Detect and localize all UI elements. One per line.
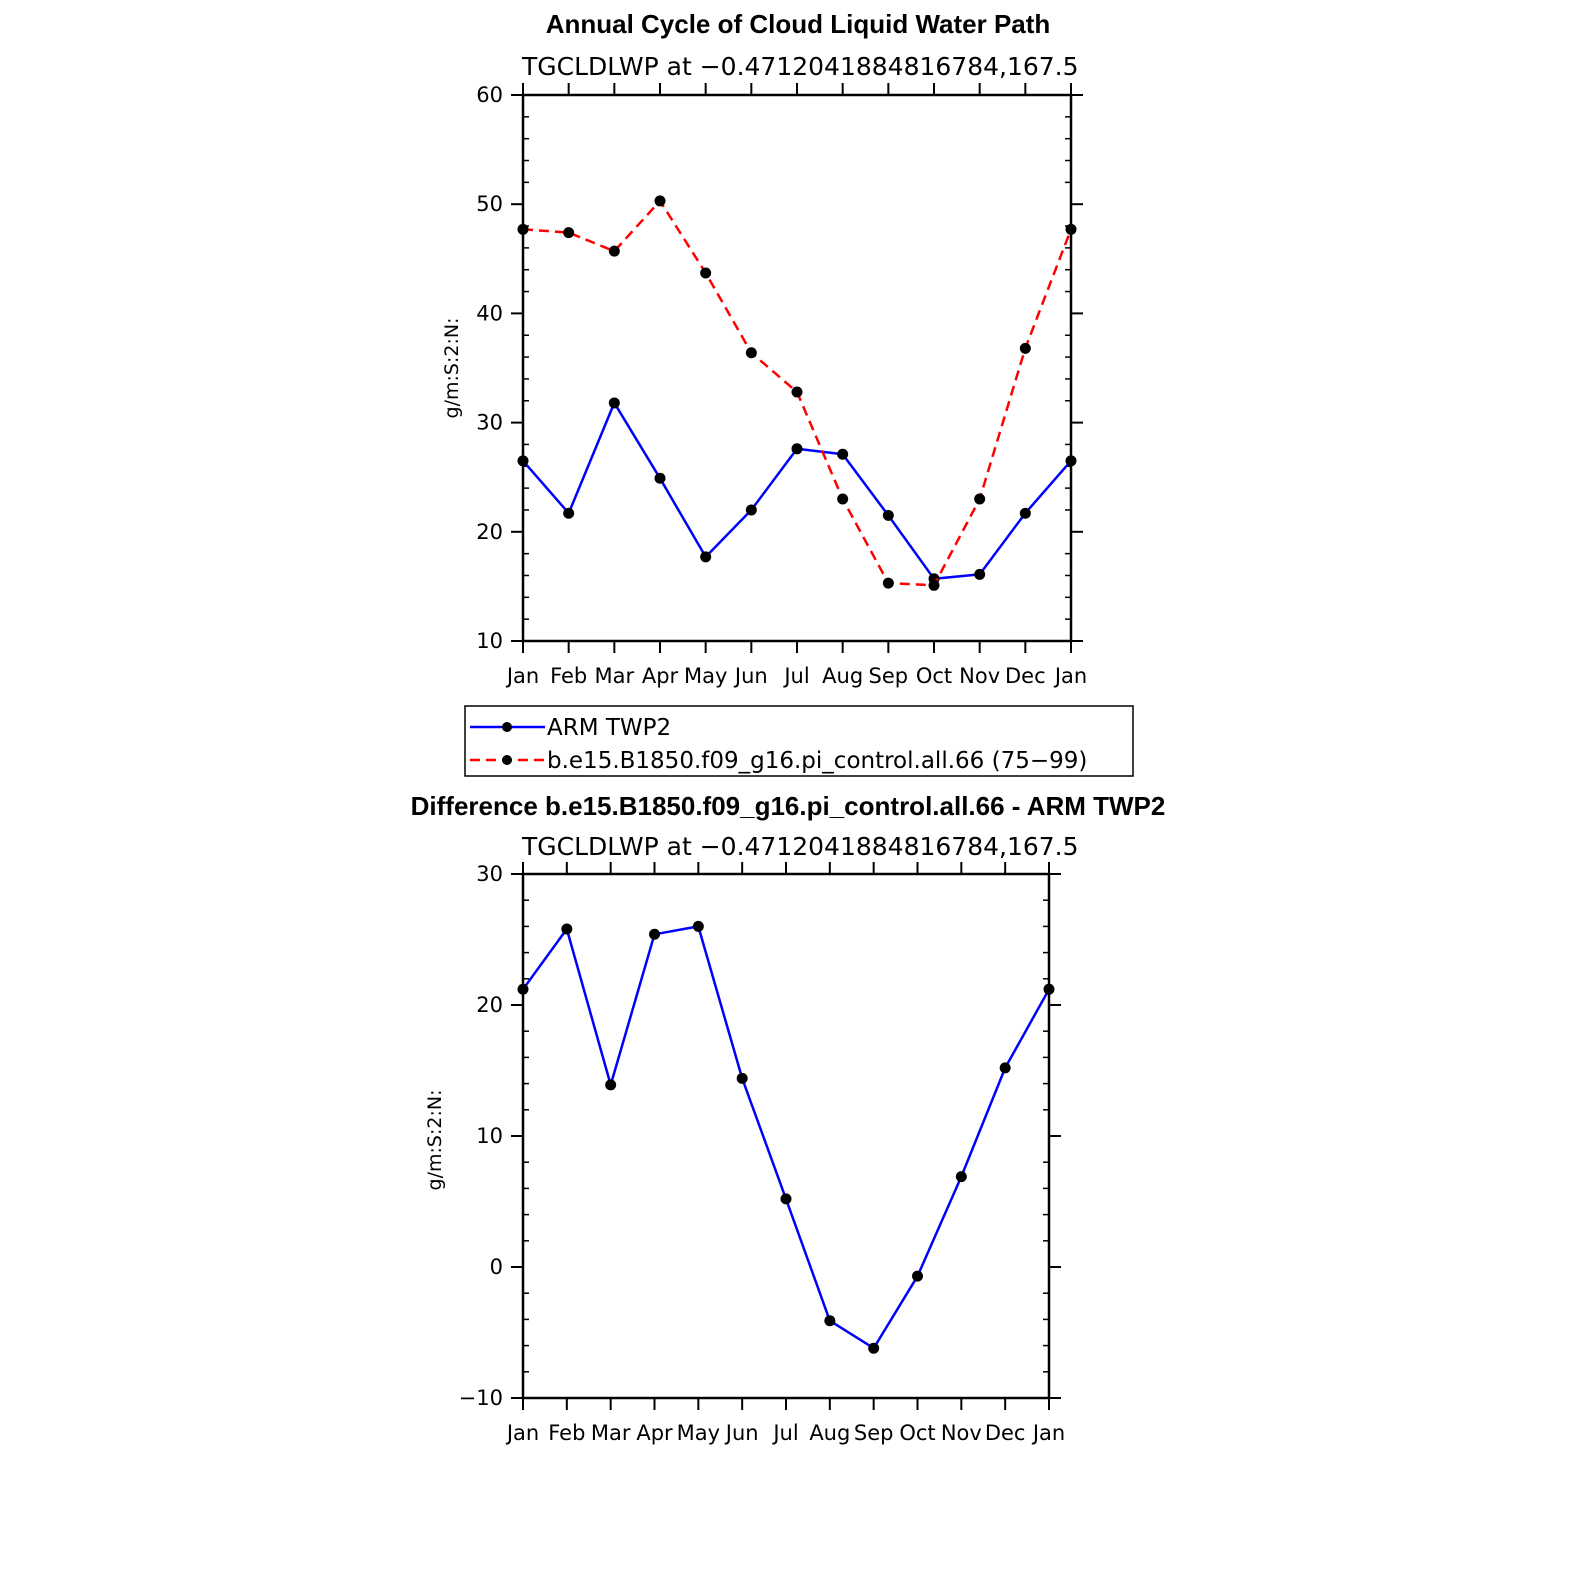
bottom-xtick-label: Aug	[809, 1421, 850, 1445]
bottom-xtick-label: Feb	[548, 1421, 585, 1445]
top-series-0-point	[974, 568, 986, 580]
top-xtick-label: Aug	[822, 664, 863, 688]
top-series-1-point	[928, 579, 940, 591]
legend-label-model: b.e15.B1850.f09_g16.pi_control.all.66 (7…	[547, 748, 1087, 774]
bottom-xtick-label: Dec	[985, 1421, 1026, 1445]
bottom-plot-frame	[521, 872, 1051, 1400]
top-series-0-point	[791, 443, 803, 455]
top-xtick-label: Dec	[1005, 664, 1046, 688]
top-series-1-point	[563, 227, 575, 239]
top-chart-subtitle: TGCLDLWP at −0.4712041884816784,167.5	[521, 52, 1079, 81]
top-xtick-label: Apr	[642, 664, 679, 688]
bottom-chart-subtitle: TGCLDLWP at −0.4712041884816784,167.5	[521, 832, 1079, 861]
bottom-xtick-label: Apr	[636, 1421, 673, 1445]
top-plot-area: 10 20 30 40 50 60 Jan Feb Mar Apr May Jun Jul Aug Sep O…	[476, 83, 1087, 688]
top-xtick-label: Jun	[733, 664, 768, 688]
top-chart-ylabel: g/m:S:2:N:	[441, 318, 463, 419]
top-series-0-point	[1065, 455, 1077, 467]
bottom-series-0-point	[868, 1342, 880, 1354]
top-series-1-point	[1019, 342, 1031, 354]
top-series-0-point	[563, 507, 575, 519]
bottom-ytick-label: −10	[459, 1386, 503, 1410]
bottom-xtick-label: Jan	[505, 1421, 539, 1445]
top-ytick-label: 50	[476, 192, 503, 216]
top-series-0-point	[882, 509, 894, 521]
bottom-series-0-point	[692, 920, 704, 932]
top-xtick-label: Feb	[550, 664, 587, 688]
top-series-1-point	[974, 493, 986, 505]
top-series-0-point	[700, 551, 712, 563]
top-series-0-point	[517, 455, 529, 467]
top-series-0-point	[745, 504, 757, 516]
bottom-series-0-point	[649, 928, 660, 940]
bottom-series-0-point	[517, 983, 529, 995]
bottom-ytick-label: 30	[476, 862, 503, 886]
bottom-xtick-label: Jan	[1031, 1421, 1065, 1445]
bottom-ytick-label: 0	[490, 1255, 503, 1279]
legend-box	[464, 705, 1134, 777]
bottom-series-0-point	[605, 1079, 617, 1091]
bottom-series-0-point	[736, 1072, 748, 1084]
bottom-xtick-label: Jun	[724, 1421, 759, 1445]
top-xtick-label: Nov	[959, 664, 1000, 688]
top-chart-title: Annual Cycle of Cloud Liquid Water Path	[546, 9, 1051, 39]
top-plot-frame	[521, 93, 1073, 643]
top-series-1-point	[700, 267, 712, 279]
top-xtick-label: Oct	[916, 664, 952, 688]
top-series-1-point	[517, 223, 529, 235]
top-series-0-line	[522, 401, 1072, 581]
top-series-1-point	[1065, 223, 1077, 235]
bottom-chart-ylabel: g/m:S:2:N:	[424, 1090, 446, 1191]
top-series-1-point	[608, 245, 620, 257]
top-xtick-label: Mar	[595, 664, 635, 688]
bottom-ytick-label: 20	[476, 993, 503, 1017]
top-ytick-label: 40	[476, 301, 503, 325]
bottom-series-0-point	[780, 1193, 792, 1205]
top-series-1-point	[791, 386, 803, 398]
top-ytick-label: 30	[476, 411, 503, 435]
top-xtick-label: Jul	[782, 664, 809, 688]
legend-marker-model	[502, 755, 512, 765]
bottom-xtick-label: Nov	[941, 1421, 982, 1445]
bottom-series-0-point	[1043, 983, 1055, 995]
top-xtick-label: Sep	[869, 664, 909, 688]
bottom-xtick-label: Jul	[771, 1421, 798, 1445]
top-xtick-label: Jan	[1053, 664, 1087, 688]
top-series-1-point	[882, 577, 894, 589]
bottom-plot-area: −10 0 10 20 30 Jan Feb Mar Apr May Jun Jul Aug Sep Oct…	[459, 862, 1065, 1445]
bottom-xtick-label: Sep	[854, 1421, 894, 1445]
top-series-1-point	[654, 195, 666, 207]
legend: ARM TWP2 b.e15.B1850.f09_g16.pi_control.…	[464, 705, 1134, 777]
top-series-0-point	[608, 397, 620, 409]
top-ytick-label: 10	[476, 629, 503, 653]
top-xtick-label: May	[684, 664, 727, 688]
top-series-0-point	[654, 472, 666, 484]
top-xtick-label: Jan	[505, 664, 539, 688]
top-ytick-label: 60	[476, 83, 503, 107]
top-series-1-point	[837, 493, 849, 505]
top-series-0-point	[1019, 507, 1031, 519]
bottom-series-0-point	[955, 1171, 967, 1183]
legend-label-arm: ARM TWP2	[547, 715, 671, 741]
top-series-0-point	[837, 448, 849, 460]
top-series-1-point	[745, 347, 757, 359]
bottom-series-0-point	[999, 1062, 1011, 1074]
bottom-ytick-label: 10	[476, 1124, 503, 1148]
bottom-chart-title: Difference b.e15.B1850.f09_g16.pi_contro…	[411, 791, 1166, 821]
top-ytick-label: 20	[476, 520, 503, 544]
legend-marker-arm	[502, 722, 512, 732]
bottom-xtick-label: Mar	[591, 1421, 631, 1445]
bottom-series-0-point	[824, 1315, 836, 1327]
bottom-xtick-label: May	[677, 1421, 720, 1445]
bottom-series-0-point	[912, 1270, 923, 1282]
bottom-xtick-label: Oct	[899, 1421, 935, 1445]
bottom-series-0-line	[521, 925, 1051, 1350]
bottom-series-0-point	[561, 923, 573, 935]
